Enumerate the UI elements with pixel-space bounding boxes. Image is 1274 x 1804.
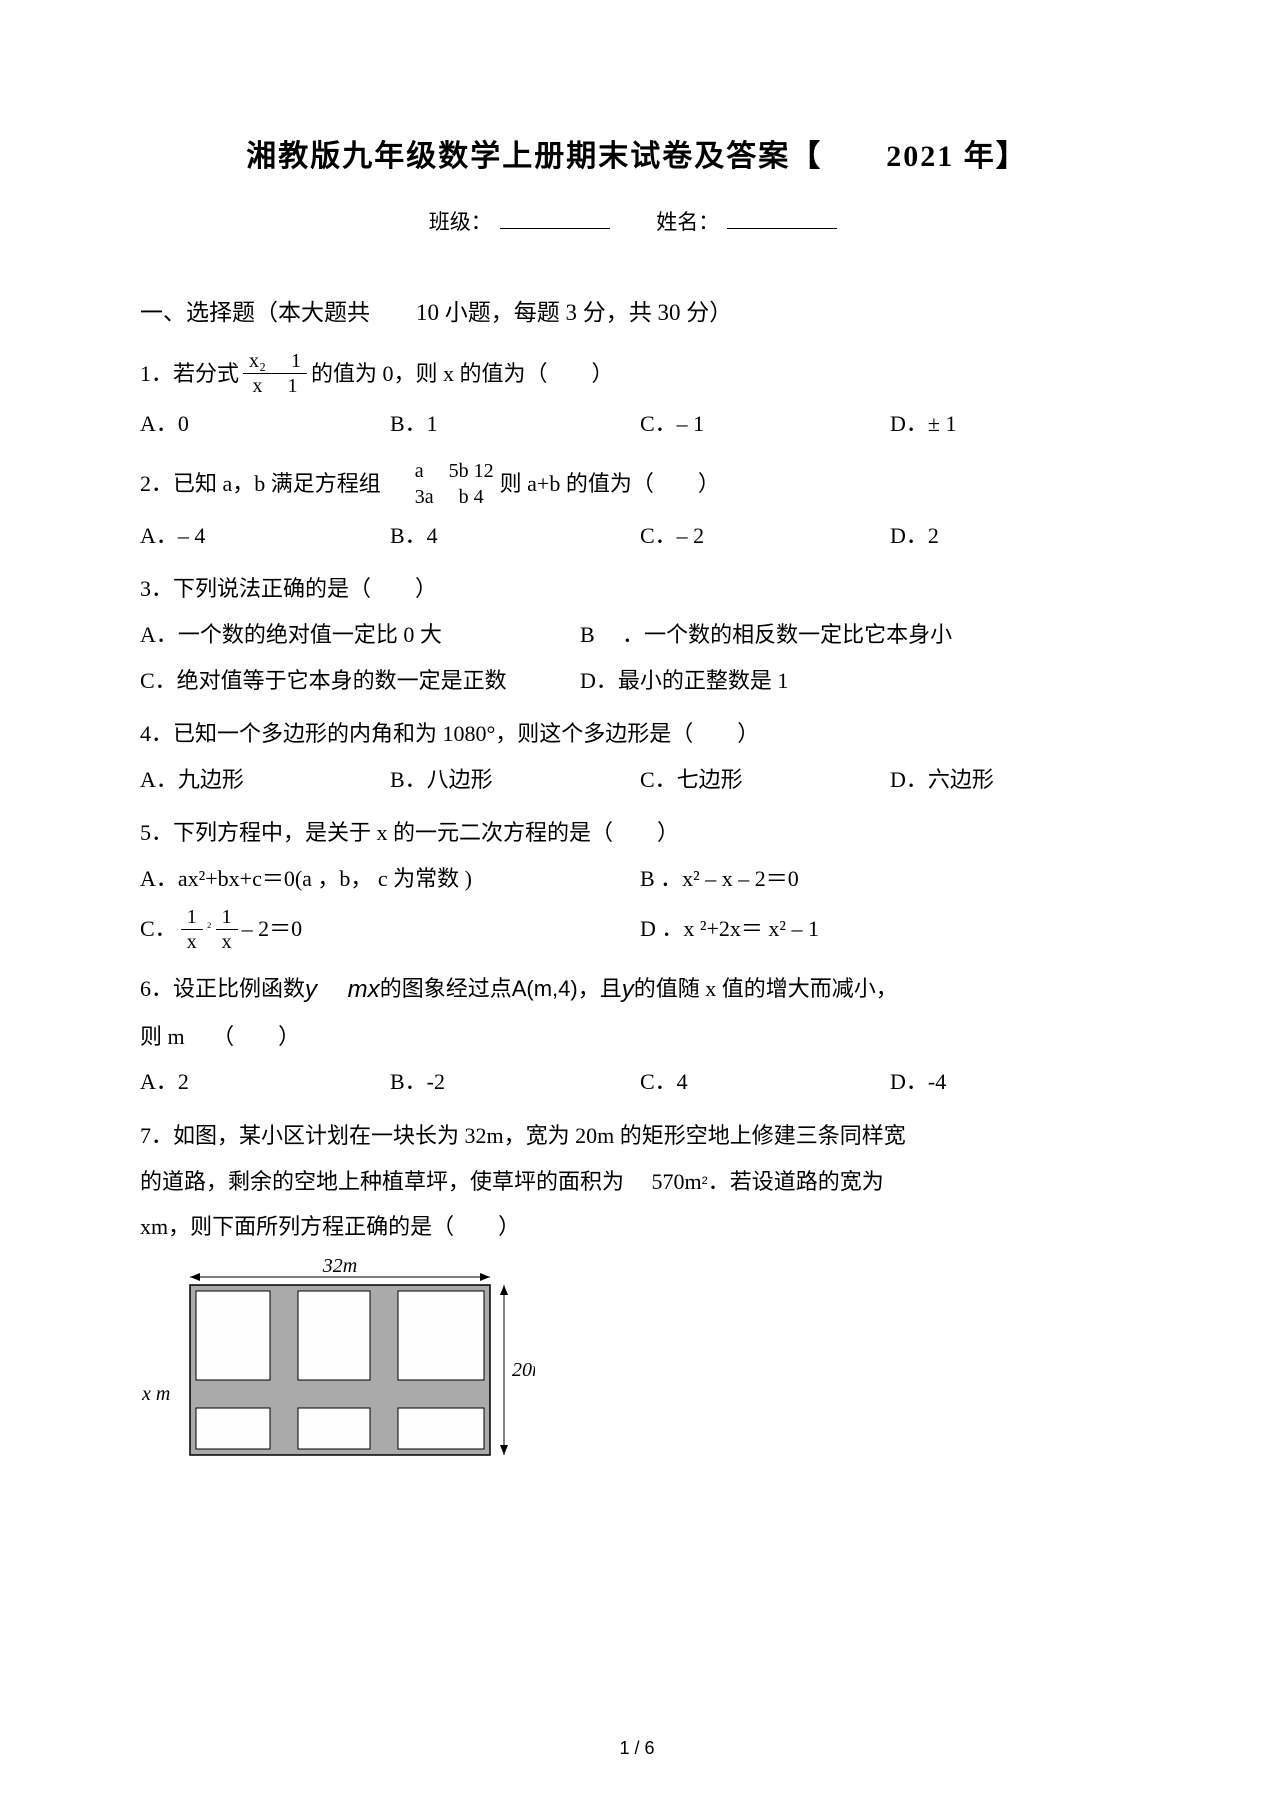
q2-system: a 5b 12 3a b 4 xyxy=(415,458,494,510)
q3-opt-a: A．一个数的绝对值一定比 0 大 xyxy=(140,615,580,655)
q5-c-frac2: 1 x xyxy=(216,905,238,954)
q3-opt-c: C．绝对值等于它本身的数一定是正数 xyxy=(140,661,580,701)
q1-opt-a: A．0 xyxy=(140,404,390,444)
q1-prefix: 1．若分式 xyxy=(140,354,239,394)
question-2: 2．已知 a，b 满足方程组 a 5b 12 3a b 4 则 a+b 的值为（… xyxy=(140,458,1134,556)
name-label: 姓名： xyxy=(656,210,719,234)
q6-opt-b: B．-2 xyxy=(390,1062,640,1102)
q1-frac-num: x₂ 1 xyxy=(243,349,307,374)
q7-diagram: 32m 20m x m xyxy=(140,1255,1134,1498)
q1-frac-den: x 1 xyxy=(247,374,304,398)
q7-line3: xm，则下面所列方程正确的是（ ） xyxy=(140,1207,520,1247)
q2-opt-b: B．4 xyxy=(390,516,640,556)
q4-opt-d: D．六边形 xyxy=(890,760,1090,800)
q1-opt-c: C．– 1 xyxy=(640,404,890,444)
page-footer: 1 / 6 xyxy=(0,1732,1274,1764)
q2-opt-c: C．– 2 xyxy=(640,516,890,556)
q5-text: 5．下列方程中，是关于 x 的一元二次方程的是（ ） xyxy=(140,813,679,853)
svg-text:32m: 32m xyxy=(322,1255,357,1277)
question-1: 1．若分式 x₂ 1 x 1 的值为 0，则 x 的值为（ ） A．0 B．1 … xyxy=(140,349,1134,444)
q6-line2: 则 m （ ） xyxy=(140,1017,300,1057)
q5-c-f1-num: 1 xyxy=(181,905,203,930)
q2-opt-d: D．2 xyxy=(890,516,1090,556)
q5-c-suffix: – 2＝0 xyxy=(242,909,303,949)
question-6: 6．设正比例函数 y mx 的图象经过点 A(m,4) ，且 y 的值随 x 值… xyxy=(140,968,1134,1102)
q4-opt-c: C．七边形 xyxy=(640,760,890,800)
section-1-header: 一、选择题（本大题共 10 小题，每题 3 分，共 30 分） xyxy=(140,292,1134,333)
q2-sys-1: a 5b 12 xyxy=(415,458,494,484)
q5-c-prefix: C． xyxy=(140,909,177,949)
q7-line2b: ．若设道路的宽为 xyxy=(708,1162,884,1202)
q5-opt-a: A．ax²+bx+c＝0(a ，b， c 为常数 ) xyxy=(140,859,640,899)
q6-expr3: y xyxy=(622,968,634,1011)
q3-text: 3．下列说法正确的是（ ） xyxy=(140,569,437,609)
q4-text: 4．已知一个多边形的内角和为 1080°，则这个多边形是（ ） xyxy=(140,714,759,754)
class-blank[interactable] xyxy=(500,208,610,229)
name-blank[interactable] xyxy=(727,208,837,229)
q6-opt-d: D．-4 xyxy=(890,1062,1090,1102)
q5-c-frac1: 1 x xyxy=(181,905,203,954)
q5-opt-c: C． 1 x ₂ 1 x – 2＝0 xyxy=(140,905,640,954)
road-diagram-svg: 32m 20m x m xyxy=(140,1255,535,1485)
question-7: 7．如图，某小区计划在一块长为 32m，宽为 20m 的矩形空地上修建三条同样宽… xyxy=(140,1116,1134,1497)
q5-opt-b: B ．x² – x – 2＝0 xyxy=(640,859,799,899)
q2-suffix: 则 a+b 的值为（ ） xyxy=(500,464,720,504)
q5-c-f1-den: x xyxy=(181,930,203,954)
q6-suffix: 的值随 x 值的增大而减小， xyxy=(634,969,898,1009)
student-info-line: 班级： 姓名： xyxy=(140,204,1134,242)
q6-prefix: 6．设正比例函数 xyxy=(140,969,305,1009)
question-3: 3．下列说法正确的是（ ） A．一个数的绝对值一定比 0 大 B ．一个数的相反… xyxy=(140,569,1134,700)
q6-mid2: ，且 xyxy=(578,969,622,1009)
q6-expr1: y mx xyxy=(305,968,380,1011)
q1-opt-d: D．± 1 xyxy=(890,404,1090,444)
exam-page: 湘教版九年级数学上册期末试卷及答案【 2021 年】 班级： 姓名： 一、选择题… xyxy=(0,0,1274,1804)
question-4: 4．已知一个多边形的内角和为 1080°，则这个多边形是（ ） A．九边形 B．… xyxy=(140,714,1134,799)
q2-sys-2: 3a b 4 xyxy=(415,484,494,510)
q7-line1: 7．如图，某小区计划在一块长为 32m，宽为 20m 的矩形空地上修建三条同样宽 xyxy=(140,1116,906,1156)
q4-opt-b: B．八边形 xyxy=(390,760,640,800)
class-label: 班级： xyxy=(429,210,492,234)
q7-line2a: 的道路，剩余的空地上种植草坪，使草坪的面积为 570m xyxy=(140,1162,702,1202)
svg-text:x m: x m xyxy=(141,1383,170,1405)
q4-opt-a: A．九边形 xyxy=(140,760,390,800)
q5-opt-d: D ．x ²+2x＝ x² – 1 xyxy=(640,909,819,949)
q6-expr2: A(m,4) xyxy=(512,969,578,1009)
q6-opt-c: C．4 xyxy=(640,1062,890,1102)
page-title: 湘教版九年级数学上册期末试卷及答案【 2021 年】 xyxy=(140,130,1134,184)
q3-opt-d: D．最小的正整数是 1 xyxy=(580,661,788,701)
q2-prefix: 2．已知 a，b 满足方程组 xyxy=(140,464,381,504)
q6-opt-a: A．2 xyxy=(140,1062,390,1102)
q1-opt-b: B．1 xyxy=(390,404,640,444)
q5-c-f2-num: 1 xyxy=(216,905,238,930)
q2-opt-a: A．– 4 xyxy=(140,516,390,556)
q3-opt-b: B ．一个数的相反数一定比它本身小 xyxy=(580,615,952,655)
svg-text:20m: 20m xyxy=(512,1359,535,1381)
q5-c-mid: ₂ xyxy=(207,909,212,934)
q1-fraction: x₂ 1 x 1 xyxy=(243,349,307,398)
q5-c-f2-den: x xyxy=(216,930,238,954)
q6-mid1: 的图象经过点 xyxy=(380,969,512,1009)
question-5: 5．下列方程中，是关于 x 的一元二次方程的是（ ） A．ax²+bx+c＝0(… xyxy=(140,813,1134,953)
q1-suffix: 的值为 0，则 x 的值为（ ） xyxy=(311,354,614,394)
